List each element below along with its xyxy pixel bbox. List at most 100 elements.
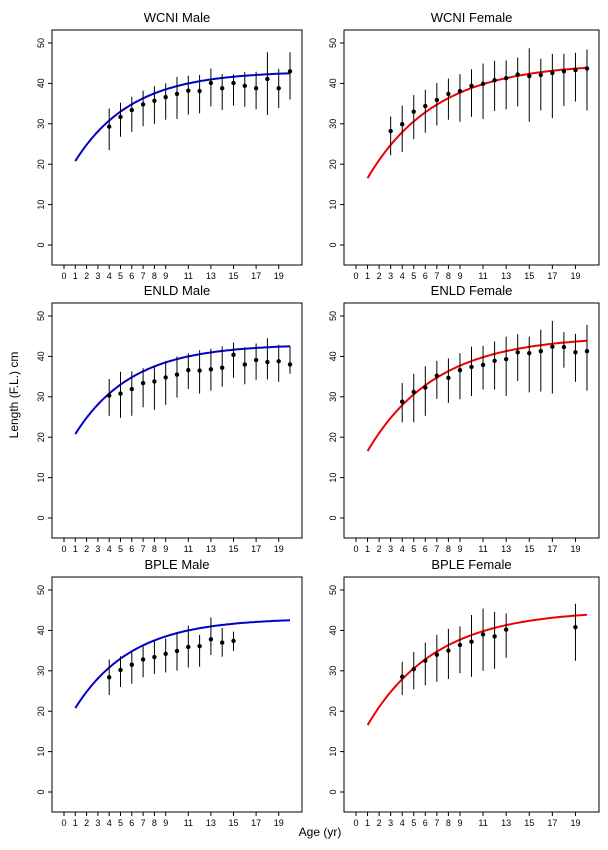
y-tick-label: 0 xyxy=(328,515,338,520)
data-point xyxy=(276,359,281,364)
x-tick-label: 11 xyxy=(184,271,193,281)
x-tick-label: 2 xyxy=(377,818,382,828)
y-tick-label: 50 xyxy=(36,38,46,48)
plot-frame xyxy=(343,576,600,813)
x-tick-label: 7 xyxy=(434,271,439,281)
x-tick-label: 2 xyxy=(377,544,382,554)
plot-frame xyxy=(343,29,600,266)
x-tick-label: 9 xyxy=(457,544,462,554)
y-tick-label: 0 xyxy=(36,789,46,794)
x-tick-label: 19 xyxy=(570,818,580,828)
y-tick-label: 40 xyxy=(36,351,46,361)
data-point xyxy=(208,80,214,86)
data-point xyxy=(584,348,590,354)
x-tick-label: 15 xyxy=(228,271,238,281)
data-point xyxy=(561,69,567,74)
x-tick-label: 3 xyxy=(95,271,100,281)
y-tick-label: 20 xyxy=(36,159,46,169)
y-tick-label: 30 xyxy=(328,666,338,676)
x-tick-label: 1 xyxy=(73,544,78,554)
y-tick-label: 10 xyxy=(36,200,46,210)
x-tick-label: 0 xyxy=(61,271,66,281)
y-tick-label: 20 xyxy=(328,706,338,716)
growth-curve xyxy=(74,72,291,162)
y-tick-label: 30 xyxy=(328,119,338,129)
data-point xyxy=(446,375,451,381)
y-tick-label: 40 xyxy=(328,625,338,635)
y-tick-label: 50 xyxy=(36,311,46,321)
data-point xyxy=(242,83,247,89)
growth-curve xyxy=(366,613,588,726)
data-point xyxy=(515,72,520,77)
x-tick-label: 8 xyxy=(152,271,157,281)
growth-curve xyxy=(366,66,588,179)
x-tick-label: 6 xyxy=(129,818,134,828)
data-point xyxy=(231,80,236,86)
x-tick-label: 17 xyxy=(547,271,557,281)
data-point xyxy=(527,73,532,79)
data-point xyxy=(503,357,509,362)
data-point xyxy=(573,350,578,355)
y-tick-label: 40 xyxy=(328,351,338,361)
data-point xyxy=(400,674,405,680)
x-tick-label: 4 xyxy=(107,271,112,281)
data-point xyxy=(208,637,214,642)
data-point xyxy=(469,83,474,89)
data-point xyxy=(253,86,259,91)
data-point xyxy=(423,385,428,390)
chart-title: ENLD Female xyxy=(431,283,513,298)
chart-title: WCNI Male xyxy=(144,10,210,25)
data-point xyxy=(140,380,146,386)
data-point xyxy=(446,648,451,653)
data-point xyxy=(411,109,416,114)
y-tick-label: 10 xyxy=(328,473,338,483)
x-tick-label: 2 xyxy=(84,271,89,281)
x-tick-label: 11 xyxy=(184,818,193,828)
data-point xyxy=(163,375,168,380)
y-tick-label: 50 xyxy=(328,585,338,595)
data-point xyxy=(492,634,497,639)
y-tick-label: 10 xyxy=(36,473,46,483)
x-tick-label: 6 xyxy=(423,271,428,281)
growth-curve xyxy=(74,619,291,709)
x-tick-label: 2 xyxy=(84,818,89,828)
x-tick-label: 7 xyxy=(434,544,439,554)
data-point xyxy=(197,368,202,373)
data-point xyxy=(186,88,191,93)
y-tick-label: 30 xyxy=(36,119,46,129)
y-tick-label: 20 xyxy=(36,706,46,716)
data-point xyxy=(129,386,134,392)
y-tick-label: 0 xyxy=(36,242,46,247)
x-tick-label: 17 xyxy=(547,544,557,554)
x-tick-label: 3 xyxy=(388,271,393,281)
data-point xyxy=(550,344,555,349)
data-point xyxy=(208,367,214,372)
x-tick-label: 9 xyxy=(163,271,168,281)
data-point xyxy=(220,365,225,370)
plot-frame xyxy=(51,576,303,813)
x-tick-label: 9 xyxy=(163,818,168,828)
data-point xyxy=(231,352,236,357)
data-point xyxy=(231,638,236,644)
y-tick-label: 10 xyxy=(328,200,338,210)
x-tick-label: 19 xyxy=(274,818,284,828)
x-tick-label: 4 xyxy=(107,818,112,828)
data-point xyxy=(400,122,405,127)
x-tick-label: 1 xyxy=(365,271,370,281)
x-tick-label: 9 xyxy=(457,271,462,281)
data-point xyxy=(400,399,405,404)
x-tick-label: 6 xyxy=(423,818,428,828)
data-point xyxy=(469,639,474,644)
x-tick-label: 8 xyxy=(446,271,451,281)
x-tick-label: 8 xyxy=(446,818,451,828)
x-tick-label: 9 xyxy=(457,818,462,828)
x-tick-label: 13 xyxy=(206,271,216,281)
x-tick-label: 15 xyxy=(228,818,238,828)
data-point xyxy=(287,69,293,74)
